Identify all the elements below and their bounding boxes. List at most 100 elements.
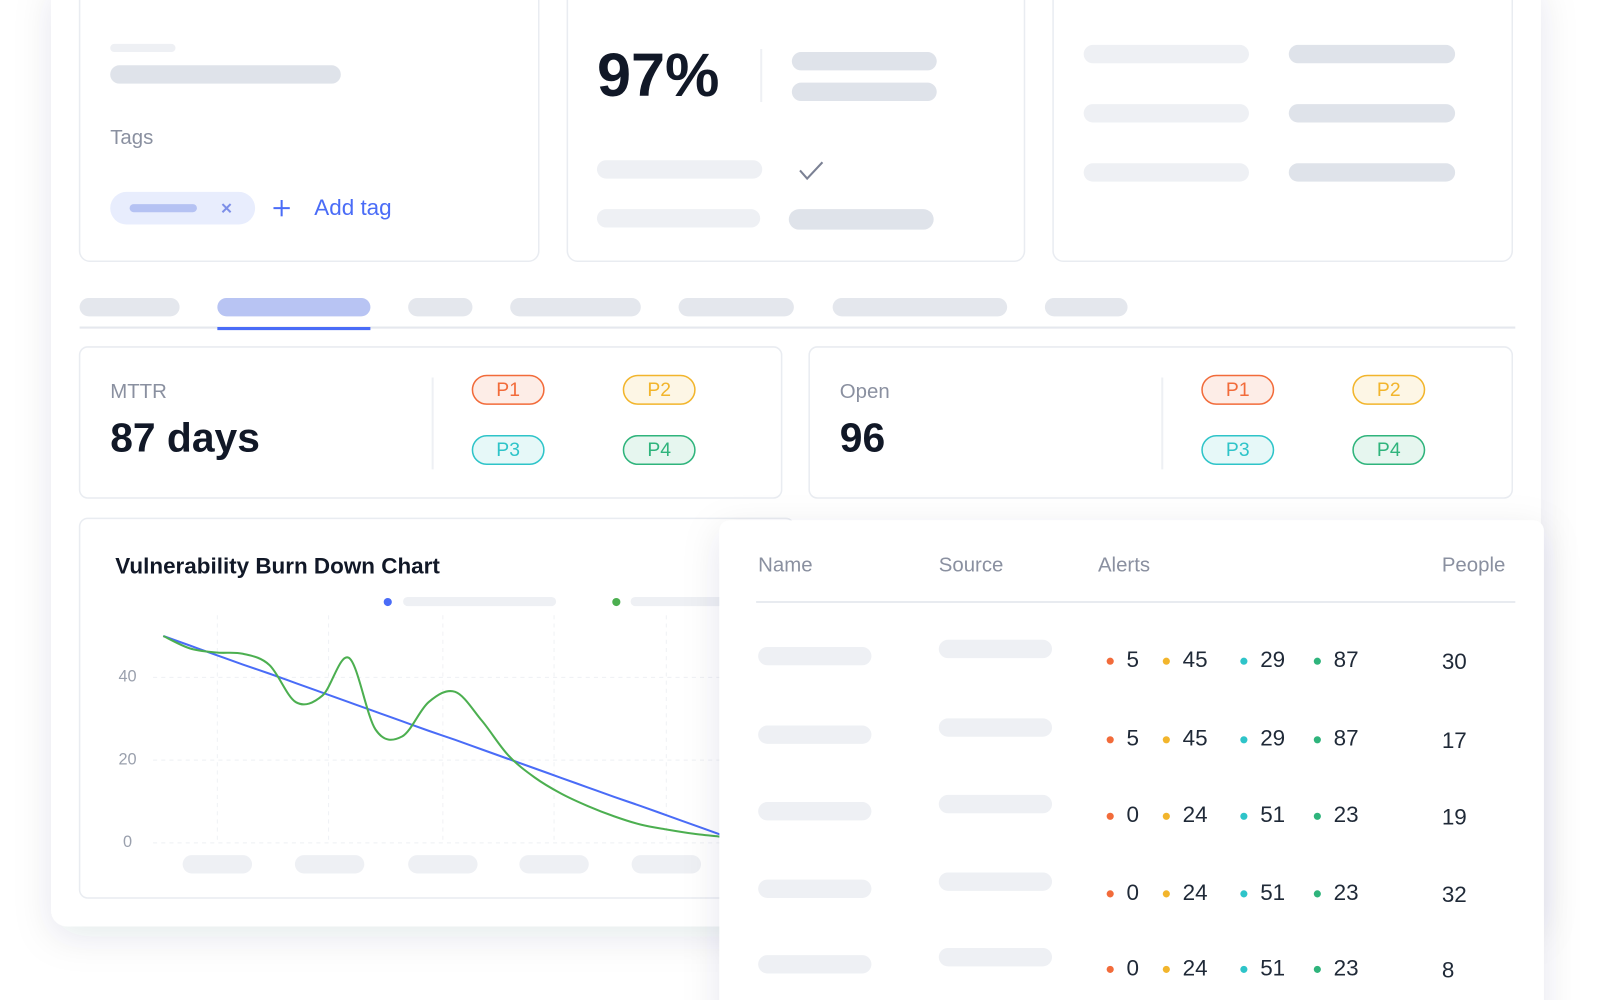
alert-dot bbox=[1106, 890, 1114, 898]
alert-dot bbox=[1162, 890, 1170, 898]
priority-badge bbox=[471, 434, 545, 466]
alert-count: 5 bbox=[1127, 647, 1139, 672]
add-tag-button[interactable]: Add tag bbox=[314, 195, 391, 220]
alert-count: 0 bbox=[1127, 802, 1139, 827]
alert-dot bbox=[1106, 736, 1114, 744]
open-value: 96 bbox=[840, 415, 885, 461]
priority-label: P2 bbox=[647, 379, 671, 401]
tab[interactable] bbox=[408, 297, 473, 317]
alert-dot bbox=[1162, 965, 1170, 973]
priority-label: P4 bbox=[647, 439, 671, 461]
placeholder bbox=[1083, 44, 1249, 64]
placeholder bbox=[1083, 104, 1249, 123]
alert-dot bbox=[1162, 736, 1170, 744]
tab[interactable] bbox=[832, 297, 1008, 317]
people-count: 32 bbox=[1442, 882, 1467, 907]
placeholder bbox=[110, 43, 176, 53]
x-label-placeholder bbox=[631, 855, 702, 874]
priority-label: P2 bbox=[1377, 379, 1401, 401]
column-header: Source bbox=[939, 555, 1004, 577]
legend-dot bbox=[383, 597, 392, 607]
priority-label: P4 bbox=[1377, 439, 1401, 461]
source-placeholder bbox=[938, 794, 1053, 814]
priority-label: P1 bbox=[1226, 379, 1250, 401]
alert-count: 0 bbox=[1127, 955, 1139, 980]
alert-dot bbox=[1240, 657, 1248, 665]
alert-dot bbox=[1313, 965, 1321, 973]
alert-dot bbox=[1313, 812, 1321, 820]
placeholder bbox=[1288, 104, 1456, 123]
alert-count: 24 bbox=[1183, 955, 1208, 980]
alert-count: 51 bbox=[1260, 955, 1285, 980]
tag-text-placeholder bbox=[129, 204, 197, 213]
table: Name Source Alerts People 5 45 29 87 30 5 45 29 87 17… bbox=[756, 555, 1516, 982]
people-count: 8 bbox=[1442, 957, 1454, 982]
alert-dot bbox=[1240, 965, 1248, 973]
alert-dot bbox=[1240, 890, 1248, 898]
alert-count: 87 bbox=[1334, 647, 1359, 672]
alert-count: 45 bbox=[1183, 647, 1208, 672]
placeholder bbox=[791, 82, 937, 102]
tab[interactable] bbox=[678, 297, 794, 317]
alert-count: 51 bbox=[1260, 880, 1285, 905]
alert-dot bbox=[1106, 657, 1114, 665]
tab[interactable] bbox=[79, 297, 180, 317]
alert-dot bbox=[1106, 965, 1114, 973]
priority-badge bbox=[622, 434, 696, 466]
x-label-placeholder bbox=[408, 855, 478, 874]
contacts-card bbox=[1052, 0, 1514, 262]
table-card bbox=[719, 520, 1544, 1000]
priority-label: P3 bbox=[1226, 439, 1250, 461]
tab[interactable] bbox=[510, 297, 641, 317]
alert-count: 29 bbox=[1260, 726, 1285, 751]
alert-count: 24 bbox=[1183, 802, 1208, 827]
column-header: Alerts bbox=[1098, 555, 1150, 577]
alert-count: 23 bbox=[1334, 880, 1359, 905]
source-placeholder bbox=[938, 872, 1053, 891]
alert-count: 0 bbox=[1127, 880, 1139, 905]
x-label-placeholder bbox=[519, 855, 589, 874]
remove-tag-icon[interactable] bbox=[221, 203, 232, 213]
tags-label: Tags bbox=[110, 127, 153, 149]
priority-badge bbox=[471, 374, 545, 405]
vertical-grid bbox=[216, 615, 667, 843]
mttr-card bbox=[78, 346, 783, 499]
tab-active[interactable] bbox=[217, 297, 371, 317]
column-header: People bbox=[1442, 555, 1505, 577]
source-placeholder bbox=[938, 947, 1053, 967]
name-placeholder bbox=[758, 879, 872, 898]
alert-count: 24 bbox=[1183, 880, 1208, 905]
alert-dot bbox=[1313, 657, 1321, 665]
add-icon[interactable] bbox=[273, 200, 290, 217]
open-label: Open bbox=[840, 381, 890, 403]
placeholder bbox=[788, 209, 934, 230]
priority-label: P1 bbox=[496, 379, 520, 401]
people-count: 19 bbox=[1442, 804, 1467, 829]
security-score: 97% bbox=[597, 41, 720, 109]
people-count: 30 bbox=[1442, 649, 1467, 674]
placeholder bbox=[596, 160, 763, 179]
alert-count: 29 bbox=[1260, 647, 1285, 672]
alert-dot bbox=[1106, 812, 1114, 820]
open-card bbox=[808, 346, 1514, 499]
y-tick-label: 40 bbox=[118, 668, 136, 686]
alert-dot bbox=[1240, 736, 1248, 744]
placeholder bbox=[110, 65, 341, 84]
placeholder bbox=[596, 209, 761, 228]
placeholder bbox=[791, 52, 937, 71]
alert-count: 23 bbox=[1334, 802, 1359, 827]
source-placeholder bbox=[938, 639, 1053, 659]
people-count: 17 bbox=[1442, 728, 1467, 753]
alert-count: 51 bbox=[1260, 802, 1285, 827]
placeholder bbox=[1083, 163, 1249, 182]
name-placeholder bbox=[758, 725, 872, 744]
priority-badge bbox=[1201, 374, 1275, 405]
tab[interactable] bbox=[1044, 297, 1128, 317]
legend-placeholder bbox=[630, 596, 743, 607]
x-label-placeholder bbox=[182, 855, 253, 874]
legend-placeholder bbox=[403, 596, 557, 607]
placeholder bbox=[1288, 44, 1456, 64]
name-placeholder bbox=[758, 955, 872, 974]
alert-dot bbox=[1313, 890, 1321, 898]
y-tick-label: 0 bbox=[123, 833, 132, 851]
